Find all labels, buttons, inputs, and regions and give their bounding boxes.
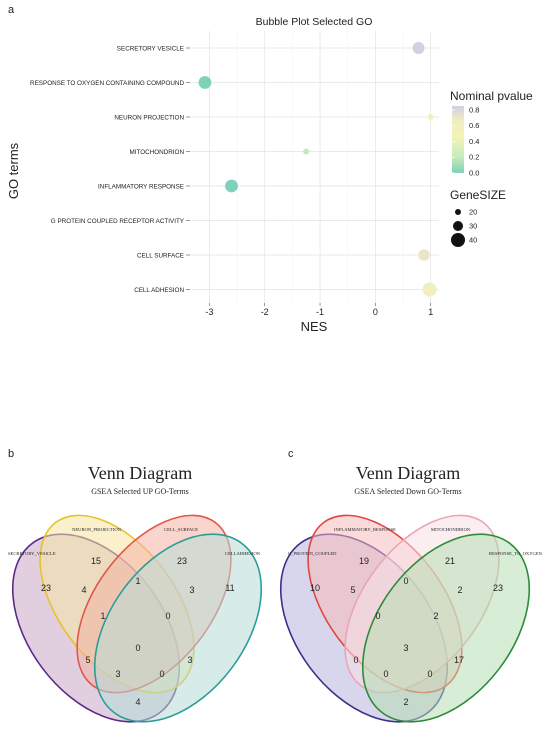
bubble-point (198, 76, 212, 89)
y-tick-label: G PROTEIN COUPLED RECEPTOR ACTIVITY (51, 218, 185, 225)
panel-label-c: c (288, 448, 294, 460)
venn-region-count: 2 (457, 585, 462, 595)
venn-set-ellipse (361, 533, 531, 723)
venn-region-count: 0 (353, 655, 358, 665)
venn-region-count: 0 (403, 576, 408, 586)
color-legend-ticks: 0.8 0.6 0.4 0.2 0.0 (452, 105, 479, 178)
bubble-point (422, 282, 437, 297)
x-tick-label: -1 (316, 307, 324, 317)
venn-region-count: 3 (189, 585, 194, 595)
x-tick-labels: -3 -2 -1 0 1 (205, 303, 433, 317)
venn-region-count: 23 (177, 556, 187, 566)
x-tick-label: -2 (261, 307, 269, 317)
size-legend: 20 30 40 (451, 208, 477, 247)
grid-lines (190, 31, 439, 303)
panel-label-b: b (8, 448, 14, 460)
venn-up-title: Venn Diagram (88, 463, 192, 483)
venn-diagram-up: Venn Diagram GSEA Selected UP GO-Terms S… (8, 463, 263, 723)
venn-set-label: MITOCHONDRION (431, 527, 471, 532)
size-legend-dot (455, 209, 461, 215)
venn-down-title: Venn Diagram (356, 463, 460, 483)
venn-region-count: 4 (135, 697, 140, 707)
venn-set-label: G_PROTEIN_COUPLED (288, 551, 337, 556)
venn-region-count: 1 (100, 611, 105, 621)
venn-region-count: 0 (383, 669, 388, 679)
venn-set-label: CELL_SURFACE (164, 527, 198, 532)
venn-region-count: 2 (403, 697, 408, 707)
venn-set-label: SECRETORY_VESICLE (8, 551, 56, 556)
color-legend-label: 0.6 (469, 121, 479, 130)
size-legend-label: 30 (469, 222, 477, 231)
size-legend-label: 40 (469, 236, 477, 245)
bubble-point (225, 179, 238, 193)
venn-down-subtitle: GSEA Selected Down GO-Terms (354, 487, 461, 496)
y-tick-label: RESPONSE TO OXYGEN CONTAINING COMPOUND (30, 80, 184, 87)
venn-region-count: 23 (41, 583, 51, 593)
bubble-points (198, 42, 437, 297)
size-legend-label: 20 (469, 208, 477, 217)
venn-up-subtitle: GSEA Selected UP GO-Terms (91, 487, 189, 496)
venn-region-count: 15 (91, 556, 101, 566)
bubble-point (303, 148, 310, 155)
color-legend-label: 0.4 (469, 137, 479, 146)
venn-region-count: 4 (81, 585, 86, 595)
venn-region-count: 3 (115, 669, 120, 679)
venn-region-count: 2 (433, 611, 438, 621)
bubble-point (427, 114, 434, 120)
venn-region-count: 0 (135, 643, 140, 653)
venn-region-count: 23 (493, 583, 503, 593)
venn-region-count: 1 (135, 576, 140, 586)
plot-panel (190, 31, 439, 303)
y-tick-label: NEURON PROJECTION (114, 114, 184, 121)
bubble-chart: Bubble Plot Selected GO SECRETORY VESICL… (6, 16, 533, 334)
venn-set-label: INFLAMMATORY_RESPONSE (334, 527, 396, 532)
x-tick-label: 1 (428, 307, 433, 317)
color-legend-bar (452, 106, 464, 173)
venn-region-count: 11 (225, 583, 234, 593)
bubble-point (412, 42, 425, 54)
venn-region-count: 3 (187, 655, 192, 665)
venn-set-label: NEURON_PROJECTION (72, 527, 122, 532)
venn-set-label: RESPONSE_TO_OXYGEN (489, 551, 543, 556)
size-legend-dot (453, 221, 463, 231)
venn-region-count: 5 (85, 655, 90, 665)
x-tick-label: 0 (373, 307, 378, 317)
venn-region-count: 5 (350, 585, 355, 595)
y-tick-label: CELL SURFACE (137, 252, 184, 259)
color-legend-label: 0.8 (469, 105, 479, 114)
y-tick-label: SECRETORY VESICLE (117, 45, 184, 52)
bubble-point (334, 219, 337, 222)
venn-region-count: 3 (403, 643, 408, 653)
venn-set-label: CELLADHESION (225, 551, 261, 556)
y-tick-label: CELL ADHESION (134, 287, 184, 294)
y-axis-label: GO terms (6, 142, 21, 199)
size-legend-title: GeneSIZE (450, 188, 506, 202)
venn-set-ellipse (93, 533, 263, 723)
venn-region-count: 0 (427, 669, 432, 679)
venn-region-count: 10 (310, 583, 320, 593)
color-legend-title: Nominal pvalue (450, 89, 533, 103)
y-tick-label: INFLAMMATORY RESPONSE (98, 183, 184, 190)
panel-label-a: a (8, 4, 15, 16)
venn-diagram-down: Venn Diagram GSEA Selected Down GO-Terms… (279, 463, 543, 723)
y-tick-labels: SECRETORY VESICLE RESPONSE TO OXYGEN CONT… (30, 45, 190, 294)
bubble-chart-title: Bubble Plot Selected GO (256, 16, 373, 28)
venn-region-count: 21 (445, 556, 455, 566)
bubble-point (418, 249, 430, 261)
venn-region-count: 0 (159, 669, 164, 679)
x-axis-label: NES (301, 319, 328, 334)
venn-region-count: 0 (375, 611, 380, 621)
x-tick-label: -3 (205, 307, 213, 317)
venn-region-count: 0 (165, 611, 170, 621)
color-legend-label: 0.0 (469, 169, 479, 178)
size-legend-dot (451, 233, 465, 247)
venn-region-count: 19 (359, 556, 369, 566)
y-tick-label: MITOCHONDRION (130, 149, 185, 156)
color-legend-label: 0.2 (469, 153, 479, 162)
venn-region-count: 17 (454, 655, 464, 665)
